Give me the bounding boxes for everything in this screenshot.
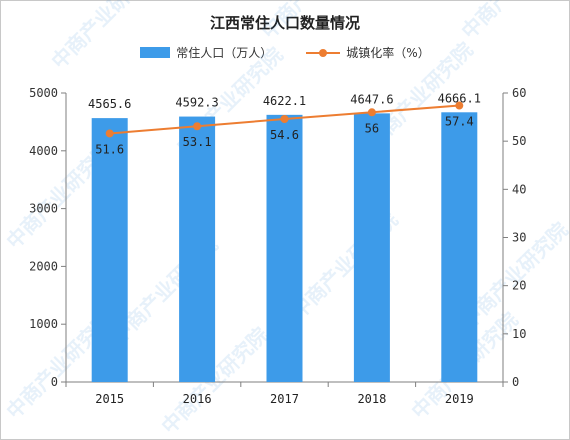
y-right-tick-label: 10 [512,327,526,341]
line-point-urbanization [193,122,202,131]
x-tick-label: 2018 [357,392,386,406]
y-right-tick-label: 0 [512,375,519,389]
bar-population [91,118,128,382]
y-left-tick-label: 5000 [29,86,58,100]
legend-line-swatch [306,47,341,59]
chart-title: 江西常住人口数量情况 [209,14,360,32]
y-right-tick-label: 40 [512,182,526,196]
y-right-tick-label: 20 [512,279,526,293]
watermark-text: 中商产业研究院 [47,0,163,74]
x-tick-label: 2015 [95,392,124,406]
bar-value-label: 4647.6 [350,92,393,106]
y-left-tick-label: 2000 [29,259,58,273]
x-tick-label: 2016 [183,392,212,406]
line-point-urbanization [455,101,464,110]
x-tick-label: 2019 [445,392,474,406]
line-value-label: 54.6 [270,128,299,142]
line-value-label: 57.4 [445,115,474,129]
legend-label-population: 常住人口（万人） [176,46,273,60]
y-left-tick-label: 4000 [29,144,58,158]
bar-population [353,113,390,383]
legend-item-urbanization: 城镇化率（%） [306,44,430,61]
bar-value-label: 4592.3 [175,96,218,110]
legend-bar-swatch [140,47,171,58]
bar-value-label: 4666.1 [438,91,481,105]
bar-population [441,112,478,382]
y-right-tick-label: 30 [512,231,526,245]
line-value-label: 51.6 [95,142,124,156]
line-value-label: 53.1 [183,135,212,149]
line-point-urbanization [105,129,114,138]
legend-label-urbanization: 城镇化率（%） [346,46,430,60]
bar-value-label: 4565.6 [88,97,131,111]
line-point-urbanization [280,115,289,124]
y-left-tick-label: 3000 [29,202,58,216]
chart-legend: 常住人口（万人） 城镇化率（%） [0,44,570,61]
watermark-text: 中商产业研究院 [457,0,570,44]
y-left-tick-label: 0 [51,375,58,389]
legend-item-population: 常住人口（万人） [140,44,272,61]
y-left-tick-label: 1000 [29,317,58,331]
y-right-tick-label: 60 [512,86,526,100]
line-point-urbanization [367,108,376,117]
bar-population [179,116,216,382]
bar-value-label: 4622.1 [263,94,306,108]
x-tick-label: 2017 [270,392,299,406]
bar-population [266,114,303,382]
watermark-text: 中商产业研究院 [257,0,373,44]
y-right-tick-label: 50 [512,134,526,148]
line-value-label: 56 [365,121,379,135]
